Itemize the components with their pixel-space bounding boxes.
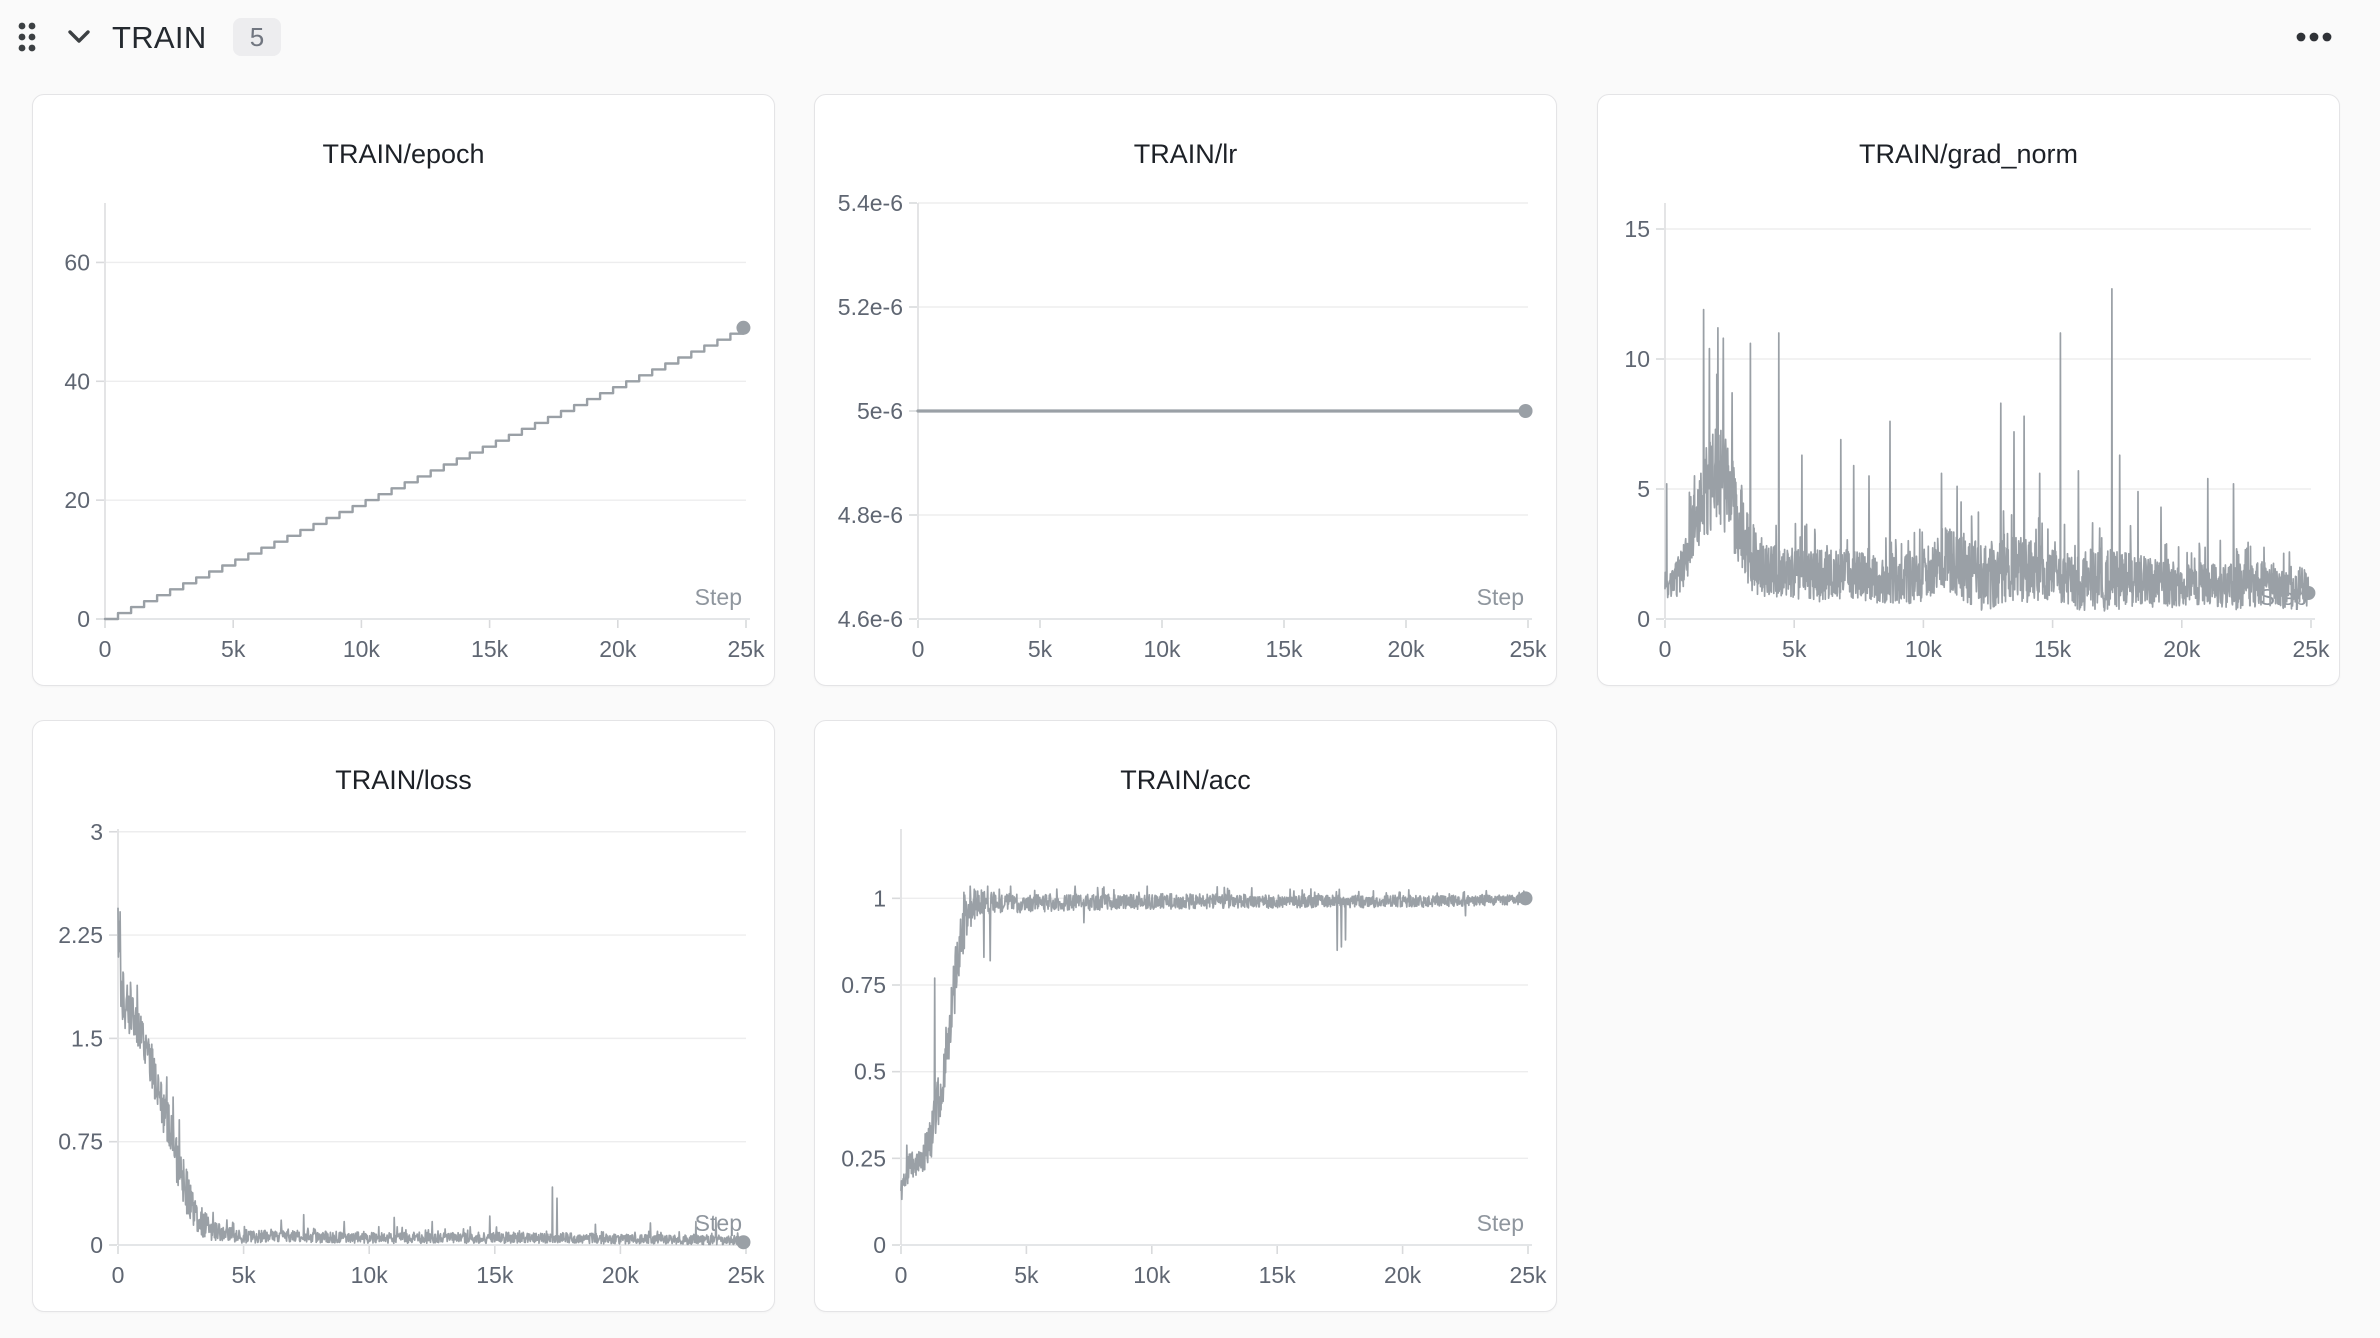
chevron-glyph <box>68 30 90 43</box>
x-axis-label: Step <box>1476 584 1524 610</box>
chevron-down-icon[interactable] <box>62 22 96 50</box>
svg-text:10k: 10k <box>1143 636 1181 662</box>
svg-text:0: 0 <box>90 1232 103 1258</box>
section-title: TRAIN <box>112 20 207 55</box>
svg-text:20: 20 <box>64 487 90 513</box>
svg-text:0.75: 0.75 <box>841 972 886 998</box>
svg-text:15k: 15k <box>471 636 509 662</box>
chart-title: TRAIN/epoch <box>322 139 485 169</box>
svg-text:0: 0 <box>873 1232 886 1258</box>
svg-text:15k: 15k <box>476 1262 514 1288</box>
section-menu-button[interactable] <box>2292 22 2336 52</box>
svg-text:1.5: 1.5 <box>71 1025 103 1051</box>
svg-text:20k: 20k <box>1387 636 1425 662</box>
svg-text:0: 0 <box>1637 606 1650 632</box>
svg-text:40: 40 <box>64 368 90 394</box>
chart-panel-train-loss[interactable]: TRAIN/loss Step 0 0.75 1.5 2.25 3 0 5k 10k 15k 20… <box>32 720 775 1312</box>
svg-text:10k: 10k <box>343 636 381 662</box>
svg-text:2.25: 2.25 <box>58 922 103 948</box>
panel-count-badge: 5 <box>233 18 281 56</box>
chart-title: TRAIN/lr <box>1133 139 1238 169</box>
chart-title: TRAIN/grad_norm <box>1858 139 2079 169</box>
svg-text:0: 0 <box>77 606 90 632</box>
svg-text:0: 0 <box>912 636 925 662</box>
x-axis-label: Step <box>1476 1210 1524 1236</box>
svg-text:10k: 10k <box>351 1262 389 1288</box>
svg-text:60: 60 <box>64 249 90 275</box>
chart-panel-train-grad-norm[interactable]: TRAIN/grad_norm Step 0 5 10 15 0 5k 10k 15k 20k 2… <box>1597 94 2340 686</box>
svg-text:25k: 25k <box>2292 636 2330 662</box>
svg-text:10k: 10k <box>1905 636 1943 662</box>
svg-text:5.2e-6: 5.2e-6 <box>838 294 903 320</box>
svg-text:5k: 5k <box>1028 636 1053 662</box>
chart-title: TRAIN/loss <box>335 765 472 795</box>
chart-panel-train-lr[interactable]: TRAIN/lr Step 4.6e-6 4.8e-6 5e-6 5.2e-6 5.4e… <box>814 94 1557 686</box>
svg-text:15: 15 <box>1624 216 1650 242</box>
svg-text:25k: 25k <box>1509 636 1547 662</box>
svg-text:5.4e-6: 5.4e-6 <box>838 190 903 216</box>
svg-text:25k: 25k <box>727 636 765 662</box>
svg-text:10: 10 <box>1624 346 1650 372</box>
svg-text:4.6e-6: 4.6e-6 <box>838 606 903 632</box>
svg-text:5k: 5k <box>221 636 246 662</box>
grip-dots-icon <box>18 22 36 52</box>
svg-text:0: 0 <box>112 1262 125 1288</box>
svg-text:5k: 5k <box>231 1262 256 1288</box>
chart-title: TRAIN/acc <box>1120 765 1251 795</box>
svg-text:0.25: 0.25 <box>841 1145 886 1171</box>
svg-text:20k: 20k <box>599 636 637 662</box>
svg-text:25k: 25k <box>727 1262 765 1288</box>
svg-text:1: 1 <box>873 885 886 911</box>
chart-plot[interactable]: 0 0.25 0.5 0.75 1 0 5k 10k 15k 20k 25k <box>815 721 1558 1313</box>
svg-text:5k: 5k <box>1014 1262 1039 1288</box>
svg-text:5e-6: 5e-6 <box>857 398 903 424</box>
svg-text:15k: 15k <box>2034 636 2072 662</box>
chart-panel-train-acc[interactable]: TRAIN/acc Step 0 0.25 0.5 0.75 1 0 5k 10k 15k 20k… <box>814 720 1557 1312</box>
chart-plot[interactable]: 0 20 40 60 0 5k 10k 15k 20k 25k <box>33 95 776 687</box>
svg-text:10k: 10k <box>1133 1262 1171 1288</box>
x-axis-label: Step <box>694 584 742 610</box>
ellipsis-icon <box>2296 32 2332 42</box>
svg-text:20k: 20k <box>2163 636 2201 662</box>
svg-text:20k: 20k <box>1384 1262 1422 1288</box>
section-header: TRAIN 5 <box>0 0 2380 64</box>
svg-text:0: 0 <box>1659 636 1672 662</box>
x-axis-label: Step <box>694 1210 742 1236</box>
svg-text:4.8e-6: 4.8e-6 <box>838 502 903 528</box>
svg-text:5: 5 <box>1637 476 1650 502</box>
svg-text:5k: 5k <box>1782 636 1807 662</box>
svg-text:0: 0 <box>99 636 112 662</box>
svg-text:3: 3 <box>90 819 103 845</box>
svg-text:0.75: 0.75 <box>58 1129 103 1155</box>
svg-text:0: 0 <box>895 1262 908 1288</box>
svg-text:15k: 15k <box>1265 636 1303 662</box>
svg-text:20k: 20k <box>602 1262 640 1288</box>
chart-panel-train-epoch[interactable]: TRAIN/epoch Step 0 20 40 60 0 5k 10k 15k 20k 25k <box>32 94 775 686</box>
svg-text:25k: 25k <box>1509 1262 1547 1288</box>
svg-text:15k: 15k <box>1259 1262 1297 1288</box>
drag-handle-icon[interactable] <box>14 20 40 56</box>
chart-plot[interactable]: 4.6e-6 4.8e-6 5e-6 5.2e-6 5.4e-6 0 5k 10k 15k 20k… <box>815 95 1558 687</box>
svg-text:0.5: 0.5 <box>854 1059 886 1085</box>
chart-plot[interactable]: 0 5 10 15 0 5k 10k 15k 20k 25k <box>1598 95 2341 687</box>
chart-plot[interactable]: 0 0.75 1.5 2.25 3 0 5k 10k 15k 20k 25k <box>33 721 776 1313</box>
